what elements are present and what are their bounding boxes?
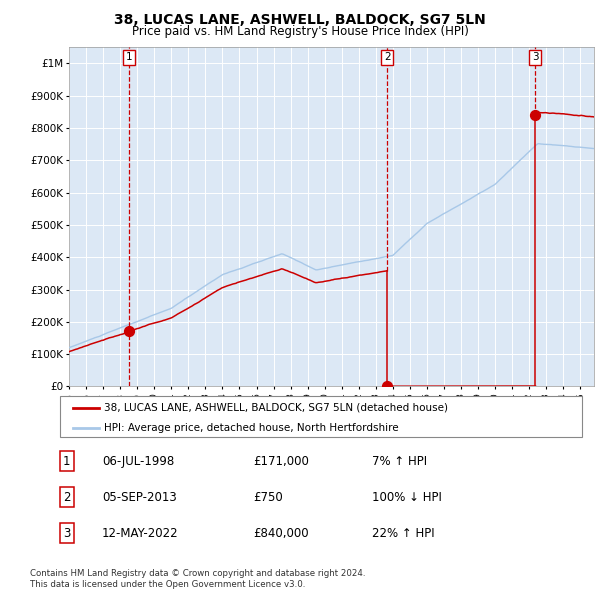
Text: 7% ↑ HPI: 7% ↑ HPI (372, 454, 427, 467)
Text: HPI: Average price, detached house, North Hertfordshire: HPI: Average price, detached house, Nort… (104, 423, 399, 433)
Text: 3: 3 (63, 527, 71, 540)
Text: £171,000: £171,000 (253, 454, 309, 467)
Point (530, 110, 540, 120)
Text: £750: £750 (253, 490, 283, 504)
FancyBboxPatch shape (60, 396, 582, 437)
Text: 3: 3 (532, 53, 539, 63)
Text: 100% ↓ HPI: 100% ↓ HPI (372, 490, 442, 504)
Text: Price paid vs. HM Land Registry's House Price Index (HPI): Price paid vs. HM Land Registry's House … (131, 25, 469, 38)
Text: 1: 1 (125, 53, 132, 63)
Text: £840,000: £840,000 (253, 527, 309, 540)
Text: 06-JUL-1998: 06-JUL-1998 (102, 454, 174, 467)
Text: 05-SEP-2013: 05-SEP-2013 (102, 490, 177, 504)
Text: 2: 2 (63, 490, 71, 504)
Point (382, 382, 392, 391)
Text: 2: 2 (384, 53, 391, 63)
Text: 12-MAY-2022: 12-MAY-2022 (102, 527, 179, 540)
Text: 38, LUCAS LANE, ASHWELL, BALDOCK, SG7 5LN (detached house): 38, LUCAS LANE, ASHWELL, BALDOCK, SG7 5L… (104, 403, 448, 413)
Text: 38, LUCAS LANE, ASHWELL, BALDOCK, SG7 5LN: 38, LUCAS LANE, ASHWELL, BALDOCK, SG7 5L… (114, 13, 486, 27)
Text: 1: 1 (63, 454, 71, 467)
Point (124, 326, 134, 336)
Text: 22% ↑ HPI: 22% ↑ HPI (372, 527, 434, 540)
Text: Contains HM Land Registry data © Crown copyright and database right 2024.
This d: Contains HM Land Registry data © Crown c… (30, 569, 365, 589)
